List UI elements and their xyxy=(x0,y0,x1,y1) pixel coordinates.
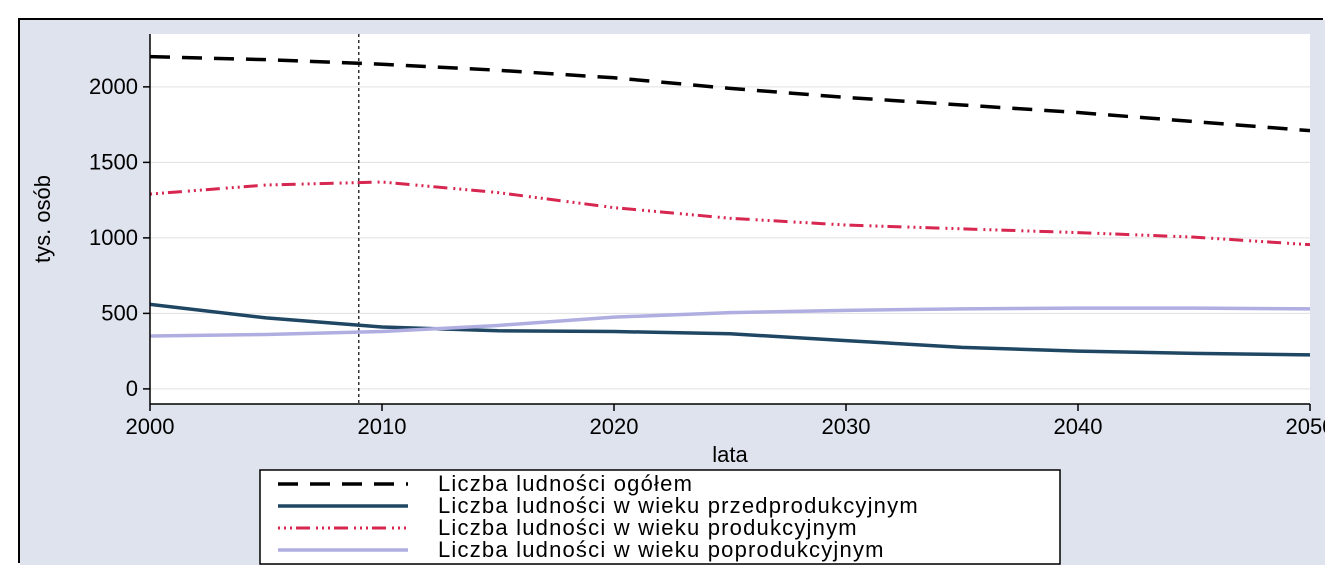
chart-svg: 2000 2010 2020 2030 2040 2050 lata 0 500 1000 1500… xyxy=(20,20,1325,565)
chart-panel: 2000 2010 2020 2030 2040 2050 lata 0 500 1000 1500… xyxy=(18,18,1323,563)
svg-text:2050: 2050 xyxy=(1286,414,1325,439)
svg-text:Liczba ludności w wieku poprod: Liczba ludności w wieku poprodukcyjnym xyxy=(438,537,885,562)
svg-text:2040: 2040 xyxy=(1054,414,1103,439)
svg-text:lata: lata xyxy=(712,442,748,467)
svg-text:2010: 2010 xyxy=(358,414,407,439)
svg-text:500: 500 xyxy=(101,300,138,325)
svg-text:2020: 2020 xyxy=(590,414,639,439)
svg-text:0: 0 xyxy=(126,376,138,401)
svg-text:2000: 2000 xyxy=(126,414,175,439)
svg-text:1500: 1500 xyxy=(89,149,138,174)
chart-container: 2000 2010 2020 2030 2040 2050 lata 0 500 1000 1500… xyxy=(0,0,1341,582)
svg-text:2030: 2030 xyxy=(822,414,871,439)
svg-text:tys. osób: tys. osób xyxy=(30,175,55,263)
svg-text:2000: 2000 xyxy=(89,74,138,99)
svg-text:1000: 1000 xyxy=(89,225,138,250)
